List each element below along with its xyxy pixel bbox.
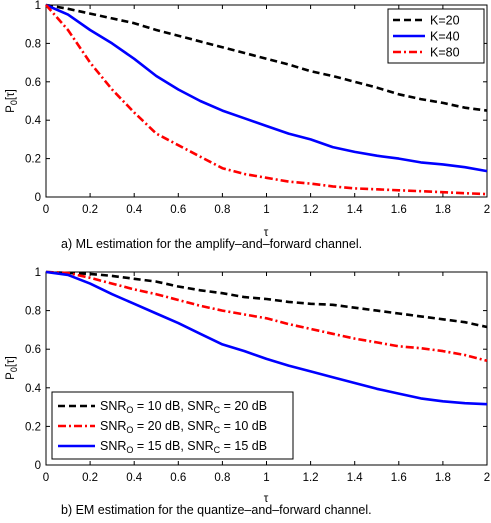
panel-a-caption: a) ML estimation for the amplify–and–for…: [61, 237, 362, 251]
panel-a-x-tick-label: 1: [263, 204, 269, 216]
panel-b-y-tick-label: 0.8: [25, 306, 41, 318]
panel-a-chart: 0 0.2 0.4 0.6 0.8 1 1.2 1.4 1.6 1.8 2 0 0.2 0.4 0.6 0.8…: [5, 0, 490, 251]
legend-label-snr-20-10: SNRO = 20 dB, SNRC = 10 dB: [100, 419, 267, 435]
panel-a-series-line-2: [45, 3, 488, 173]
legend-label-k80: K=80: [430, 46, 460, 60]
panel-b-x-tick-label: 0: [43, 472, 49, 484]
panel-b-x-tick-label: 0.2: [82, 472, 98, 484]
panel-b-caption: b) EM estimation for the quantize–and–fo…: [61, 503, 372, 517]
panel-a-y-label: P0[τ]: [5, 89, 19, 113]
panel-a-x-tick-label: 0.4: [126, 204, 143, 216]
panel-b-series-line-2: [45, 270, 488, 363]
panel-a-y-tick-label: 0: [35, 192, 41, 204]
panel-a-x-label: τ: [264, 227, 269, 239]
panel-a-x-tick-label: 1.6: [391, 204, 407, 216]
panel-b-series-line-3: [45, 270, 488, 406]
panel-b-y-tick-label: 0.4: [25, 383, 42, 395]
panel-a-y-tick-label: 0.4: [25, 115, 42, 127]
panel-b-x-tick-label: 1: [263, 472, 269, 484]
panel-b-y-tick-label: 0: [35, 460, 41, 472]
panel-a-x-tick-label: 0.2: [82, 204, 98, 216]
panel-a-x-tick-label: 1.4: [347, 204, 364, 216]
legend-label-k40: K=40: [430, 30, 460, 44]
panel-a-ticks: 0 0.2 0.4 0.6 0.8 1 1.2 1.4 1.6 1.8 2 0 0.2 0.4 0.6 0.8…: [25, 0, 490, 216]
panel-b-x-tick-label: 0.6: [170, 472, 186, 484]
panel-a-series-line-1: [45, 3, 488, 112]
panel-b-x-tick-label: 0.8: [214, 472, 230, 484]
panel-b-x-tick-label: 1.8: [435, 472, 451, 484]
panel-b-x-tick-label: 1.4: [347, 472, 364, 484]
panel-b-y-label: P0[τ]: [5, 356, 19, 380]
panel-b-x-tick-label: 0.4: [126, 472, 143, 484]
panel-a-series-line-3: [45, 4, 488, 196]
panel-a-y-tick-label: 1: [35, 0, 41, 12]
panel-b-x-tick-label: 1.2: [303, 472, 319, 484]
panel-b-x-label: τ: [264, 493, 269, 505]
panel-a-y-tick-label: 0.6: [25, 77, 41, 89]
panel-b-legend: SNRO = 10 dB, SNRC = 20 dB SNRO = 20 dB,…: [51, 391, 294, 460]
panel-a-y-tick-label: 0.2: [25, 154, 41, 166]
panel-b-y-tick-label: 0.2: [25, 421, 41, 433]
legend-label-snr-15-15: SNRO = 15 dB, SNRC = 15 dB: [100, 439, 267, 455]
panel-a-x-tick-label: 1.2: [303, 204, 319, 216]
panel-b-y-tick-label: 0.6: [25, 344, 41, 356]
panel-a-series: [45, 3, 488, 196]
panel-b-y-tick-label: 1: [35, 267, 41, 279]
panel-b-ticks: 0 0.2 0.4 0.6 0.8 1 1.2 1.4 1.6 1.8 2 0 0.2 0.4 0.6 0.8…: [25, 267, 490, 484]
legend-label-k20: K=20: [430, 14, 460, 28]
panel-a-x-tick-label: 0: [43, 204, 49, 216]
panel-a-legend: K=20 K=40 K=80: [387, 8, 485, 64]
panel-a-x-tick-label: 2: [484, 204, 490, 216]
panel-a-y-tick-label: 0.8: [25, 38, 41, 50]
panel-b-series: [45, 270, 488, 406]
legend-label-snr-10-20: SNRO = 10 dB, SNRC = 20 dB: [100, 399, 267, 415]
panel-b-x-tick-label: 1.6: [391, 472, 407, 484]
panel-b-series-line-1: [45, 270, 488, 329]
panel-b-chart: 0 0.2 0.4 0.6 0.8 1 1.2 1.4 1.6 1.8 2 0 0.2 0.4 0.6 0.8…: [5, 267, 490, 517]
panel-a-x-tick-label: 0.8: [214, 204, 230, 216]
panel-a-x-tick-label: 1.8: [435, 204, 451, 216]
panel-b-x-tick-label: 2: [484, 472, 490, 484]
panel-a-x-tick-label: 0.6: [170, 204, 186, 216]
